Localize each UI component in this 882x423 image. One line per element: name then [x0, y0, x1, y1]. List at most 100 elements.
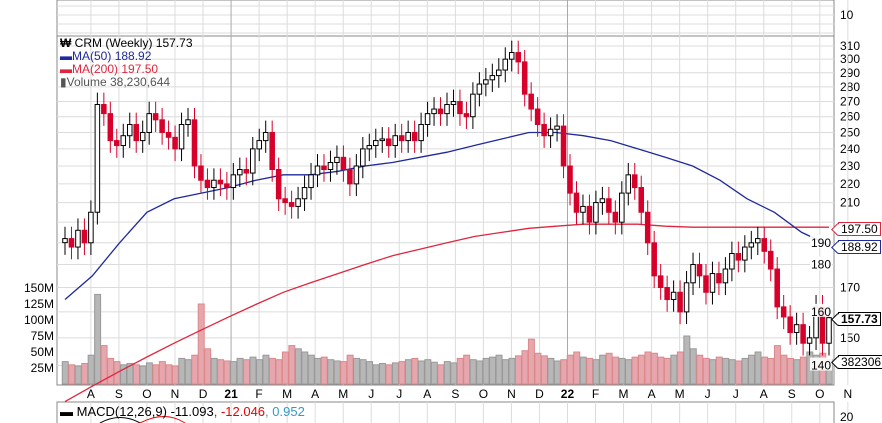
candle-body	[256, 140, 263, 150]
candle-body	[321, 165, 327, 171]
volume-bar	[152, 364, 160, 385]
candle-body	[398, 135, 405, 142]
candle-body	[178, 124, 185, 150]
candle-body	[120, 135, 127, 147]
volume-bar	[715, 356, 723, 385]
volume-bar	[359, 359, 367, 385]
ma200-line	[64, 223, 829, 403]
volume-bar	[243, 359, 251, 385]
candle-body	[62, 238, 68, 244]
x-tick-label: N	[507, 387, 516, 401]
volume-bar	[223, 360, 231, 385]
macd-label: MACD(12,26,9)	[76, 404, 167, 419]
x-tick-label: A	[760, 387, 768, 401]
volume-bar	[411, 357, 419, 385]
candle-body	[742, 246, 748, 261]
candle-body	[826, 317, 832, 344]
candle-body	[748, 242, 755, 248]
candle-body	[249, 148, 256, 174]
candle-body	[599, 198, 606, 204]
volume-bar	[463, 354, 471, 385]
volume-bar	[391, 362, 399, 385]
volume-bar	[767, 357, 775, 385]
volume-bar	[579, 356, 587, 385]
x-tick-label: J	[368, 387, 374, 401]
candle-body	[470, 93, 476, 118]
upper-panel-frame	[56, 0, 835, 37]
volume-bar	[268, 357, 276, 385]
volume-value: 38,230,644	[109, 75, 171, 89]
legend-ma200: ▬MA(200) 197.50	[60, 62, 159, 76]
candle-body	[644, 211, 651, 244]
x-tick-label: M	[619, 387, 629, 401]
macd-signal-line	[139, 416, 186, 423]
volume-bar	[158, 361, 166, 385]
volume-bar	[94, 293, 102, 385]
x-tick-label: M	[338, 387, 348, 401]
price-tick-label: 270	[840, 95, 860, 109]
candle-body	[463, 113, 470, 118]
volume-label: Volume	[66, 75, 107, 89]
candle-body	[560, 125, 567, 167]
upper-panel-tick: 10	[840, 8, 854, 22]
volume-bar	[780, 354, 788, 385]
candle-body	[114, 140, 120, 147]
candle-body	[288, 202, 295, 207]
x-tick-label: 21	[224, 387, 238, 401]
macd-line-icon: ▬	[60, 404, 73, 419]
ma200-label: MA(200)	[72, 62, 119, 76]
volume-bar	[437, 364, 445, 385]
volume-bar	[638, 354, 645, 385]
ma200-tag: 197.50	[838, 222, 881, 236]
volume-bar	[430, 361, 438, 385]
candle-body	[159, 119, 165, 133]
volume-bar	[204, 348, 212, 385]
legend-symbol: ₩ CRM (Weekly) 157.73	[60, 37, 193, 50]
volume-bar	[728, 359, 736, 385]
x-tick-label: O	[479, 387, 488, 401]
candle-body	[534, 108, 541, 126]
volume-bar	[450, 362, 458, 385]
price-tick-label: 190	[811, 236, 831, 250]
volume-bar	[631, 356, 639, 385]
volume-bar	[145, 362, 153, 385]
candle-body	[502, 58, 509, 71]
macd-histogram: 0.952	[272, 404, 305, 419]
candle-body	[191, 119, 198, 167]
x-tick-label: N	[171, 387, 180, 401]
price-tick-label: 280	[840, 80, 860, 94]
price-tick-label: 250	[840, 125, 860, 139]
volume-bar	[696, 354, 704, 385]
candle-body	[101, 104, 107, 115]
volume-bar	[573, 351, 581, 385]
candle-body	[224, 183, 230, 189]
volume-bar	[625, 359, 633, 385]
candle-body	[243, 169, 250, 174]
macd-value: -11.093	[170, 404, 214, 419]
candle-body	[373, 140, 379, 147]
candle-body	[81, 229, 88, 244]
volume-bar	[663, 357, 671, 385]
volume-bar	[236, 357, 244, 385]
volume-tag: 382306	[838, 355, 882, 369]
candle-body	[489, 75, 496, 81]
volume-bar	[592, 359, 600, 385]
candle-body	[172, 136, 178, 150]
volume-bar	[469, 359, 477, 385]
volume-bar	[424, 359, 432, 385]
candle-body	[547, 128, 554, 137]
price-tick-label: 160	[811, 305, 831, 319]
candle-body	[716, 273, 722, 284]
candle-body	[774, 268, 780, 308]
volume-bar	[314, 357, 322, 385]
volume-bar	[379, 363, 386, 385]
volume-bar	[657, 356, 665, 385]
candle-body	[379, 138, 386, 142]
candle-body	[793, 324, 800, 334]
candle-body	[696, 264, 703, 277]
candle-body	[133, 124, 139, 142]
candle-body	[580, 205, 586, 213]
candle-body	[418, 124, 424, 142]
candle-body	[217, 179, 224, 185]
price-tick-label: 260	[840, 110, 860, 124]
